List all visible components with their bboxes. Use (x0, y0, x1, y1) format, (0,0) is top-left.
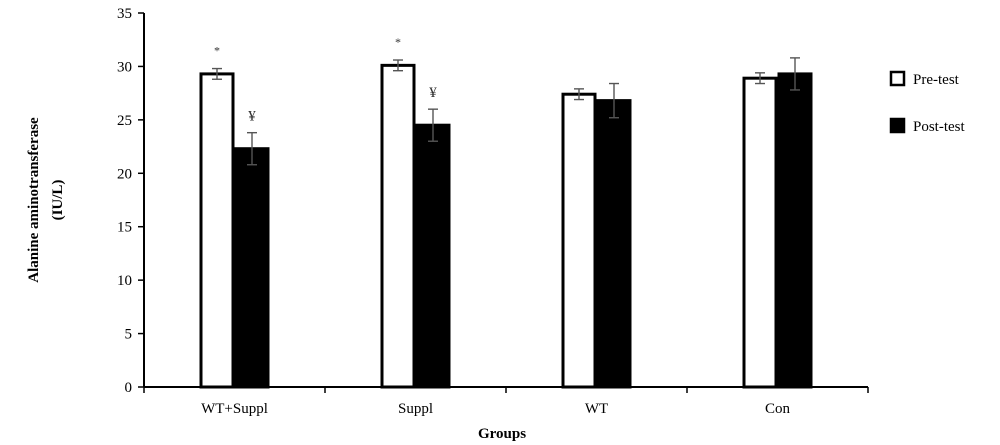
legend-label-post-test: Post-test (913, 119, 966, 135)
y-tick-label: 15 (117, 220, 132, 236)
y-axis-title-line1: Alanine aminotransferase (26, 117, 42, 283)
y-tick-label: 10 (117, 273, 132, 289)
bars-layer (199, 57, 813, 389)
x-tick-label: WT (585, 401, 608, 417)
bar-post-test (777, 72, 813, 389)
bar-post-test (234, 147, 270, 389)
error-bar (755, 72, 765, 85)
error-bar (247, 131, 257, 166)
error-bar (428, 108, 438, 142)
legend-swatch-post-test (889, 117, 906, 134)
error-bar (574, 88, 584, 101)
y-tick-label: 35 (117, 6, 132, 22)
x-tick-label: Con (765, 401, 791, 417)
x-tick-label: WT+Suppl (201, 401, 268, 417)
bar-post-test (415, 123, 451, 389)
legend-swatch-pre-test (889, 70, 906, 87)
error-bar (790, 57, 800, 91)
bar-pre-test (380, 63, 416, 389)
error-bar (393, 59, 403, 72)
ticks-layer: 0 5 10 15 20 25 30 35 WT+Suppl Suppl WT Con (117, 6, 869, 417)
y-axis-title-line2: (IU/L) (50, 180, 66, 221)
significance-yen: ¥ (248, 109, 256, 125)
bar-pre-test (742, 76, 778, 389)
error-bar (212, 67, 222, 80)
legend-label-pre-test: Pre-test (913, 72, 960, 88)
legend: Pre-test Post-test (889, 70, 966, 135)
y-tick-label: 5 (125, 327, 133, 343)
y-tick-label: 0 (125, 380, 133, 396)
y-tick-label: 30 (117, 59, 132, 75)
annotations-layer: * ¥ * ¥ (214, 35, 437, 125)
x-tick-label: Suppl (398, 401, 433, 417)
y-axis-title-group: Alanine aminotransferase (IU/L) (26, 117, 66, 283)
y-tick-label: 20 (117, 166, 132, 182)
bar-pre-test (561, 92, 597, 389)
y-tick-label: 25 (117, 113, 132, 129)
bar-pre-test (199, 72, 235, 389)
error-bar (609, 82, 619, 119)
significance-asterisk: * (214, 44, 220, 58)
significance-asterisk: * (395, 35, 401, 49)
x-axis-title: Groups (478, 426, 526, 442)
significance-yen: ¥ (429, 85, 437, 101)
bar-post-test (596, 99, 632, 389)
